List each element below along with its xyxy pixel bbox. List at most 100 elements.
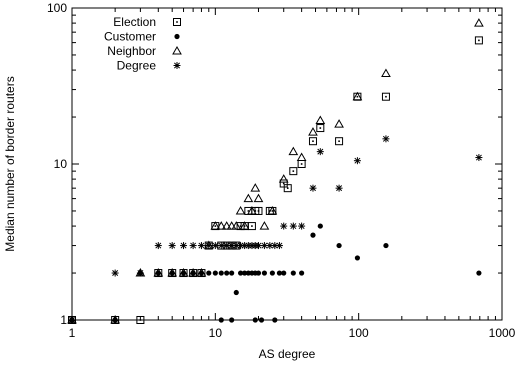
customer-point — [476, 270, 482, 276]
legend-label: Election — [113, 15, 156, 29]
customer-point — [269, 270, 275, 276]
customer-point — [261, 270, 268, 276]
customer-point — [310, 232, 316, 238]
degree-point — [280, 222, 288, 230]
election-point — [247, 222, 256, 231]
neighbor-point — [296, 152, 307, 162]
neighbor-point — [196, 268, 207, 277]
degree-point — [289, 222, 297, 230]
customer-point — [237, 270, 244, 276]
y-tick-label: 100 — [47, 1, 67, 15]
neighbor-point — [315, 115, 326, 125]
legend-label: Customer — [104, 30, 156, 44]
customer-point — [258, 317, 265, 323]
customer-point — [224, 270, 230, 276]
election-point — [279, 179, 288, 188]
x-tick-label: 10 — [209, 326, 223, 340]
neighbor-point — [178, 268, 189, 277]
neighbor-point — [259, 221, 270, 230]
neighbor-point — [247, 205, 257, 215]
degree-point — [353, 157, 361, 165]
election-point — [136, 316, 145, 324]
degree-point — [335, 184, 343, 192]
customer-point — [252, 317, 258, 323]
neighbor-point — [239, 221, 250, 230]
degree-point — [189, 242, 197, 250]
customer-point — [317, 223, 323, 229]
x-tick-label: 100 — [349, 326, 369, 340]
customer-point — [299, 270, 305, 276]
customer-point — [241, 270, 248, 276]
election-point — [254, 206, 263, 215]
customer-point — [272, 317, 278, 323]
degree-point — [154, 242, 162, 250]
series-customer — [69, 223, 482, 323]
degree-point — [275, 242, 283, 250]
neighbor-point — [235, 205, 246, 215]
legend-marker-election — [173, 18, 181, 26]
neighbor-point — [243, 193, 254, 203]
y-tick-labels: 1 10 100 — [47, 1, 67, 327]
degree-point — [382, 135, 390, 143]
y-tick-label: 1 — [60, 313, 67, 327]
customer-point — [354, 255, 361, 261]
series-degree — [68, 135, 483, 324]
election-point — [308, 137, 317, 146]
y-axis-title: Median number of border routers — [3, 76, 17, 251]
neighbor-point — [334, 119, 344, 128]
degree-point — [254, 242, 262, 250]
neighbor-point — [226, 221, 237, 230]
customer-point — [336, 242, 342, 249]
neighbor-point — [250, 183, 261, 192]
neighbor-point — [308, 127, 318, 136]
election-point — [297, 160, 306, 168]
legend-marker-degree — [173, 62, 181, 69]
degree-point — [205, 242, 213, 250]
election-point — [316, 124, 325, 133]
degree-point — [168, 242, 176, 250]
election-point — [381, 92, 390, 101]
degree-point — [68, 316, 76, 324]
degree-point — [271, 242, 279, 250]
customer-point — [206, 270, 212, 276]
neighbor-point — [267, 205, 278, 215]
customer-point — [212, 270, 218, 276]
neighbor-point — [253, 193, 264, 203]
degree-point — [298, 222, 306, 230]
degree-point — [197, 242, 205, 250]
neighbor-point — [221, 221, 232, 230]
degree-point — [475, 154, 483, 162]
neighbor-point — [110, 314, 121, 324]
neighbor-point — [278, 174, 289, 183]
legend-label: Neighbor — [107, 44, 156, 58]
legend-marker-neighbor — [172, 45, 182, 55]
neighbor-point — [153, 268, 164, 277]
customer-point — [229, 270, 235, 276]
neighbor-point — [352, 91, 363, 101]
customer-point — [383, 242, 389, 249]
degree-point — [111, 269, 119, 277]
neighbor-point — [381, 68, 391, 78]
election-point — [283, 184, 292, 193]
legend-label: Degree — [117, 59, 157, 73]
election-point — [335, 137, 344, 146]
election-point — [289, 167, 298, 176]
degree-point — [217, 242, 225, 250]
customer-point — [245, 270, 251, 276]
neighbor-point — [188, 268, 198, 277]
customer-point — [218, 317, 224, 323]
x-tick-labels: 1 10 100 1000 — [69, 326, 516, 340]
customer-point — [255, 270, 262, 276]
neighbor-point — [216, 221, 227, 230]
neighbor-point — [288, 146, 299, 156]
customer-point — [229, 317, 235, 323]
customer-point — [276, 270, 283, 276]
x-axis-title: AS degree — [259, 347, 316, 361]
customer-point — [218, 270, 224, 276]
neighbor-point — [210, 221, 221, 230]
degree-point — [180, 242, 188, 250]
neighbor-point — [231, 221, 242, 230]
degree-point — [223, 242, 231, 250]
neighbor-point — [474, 18, 484, 27]
